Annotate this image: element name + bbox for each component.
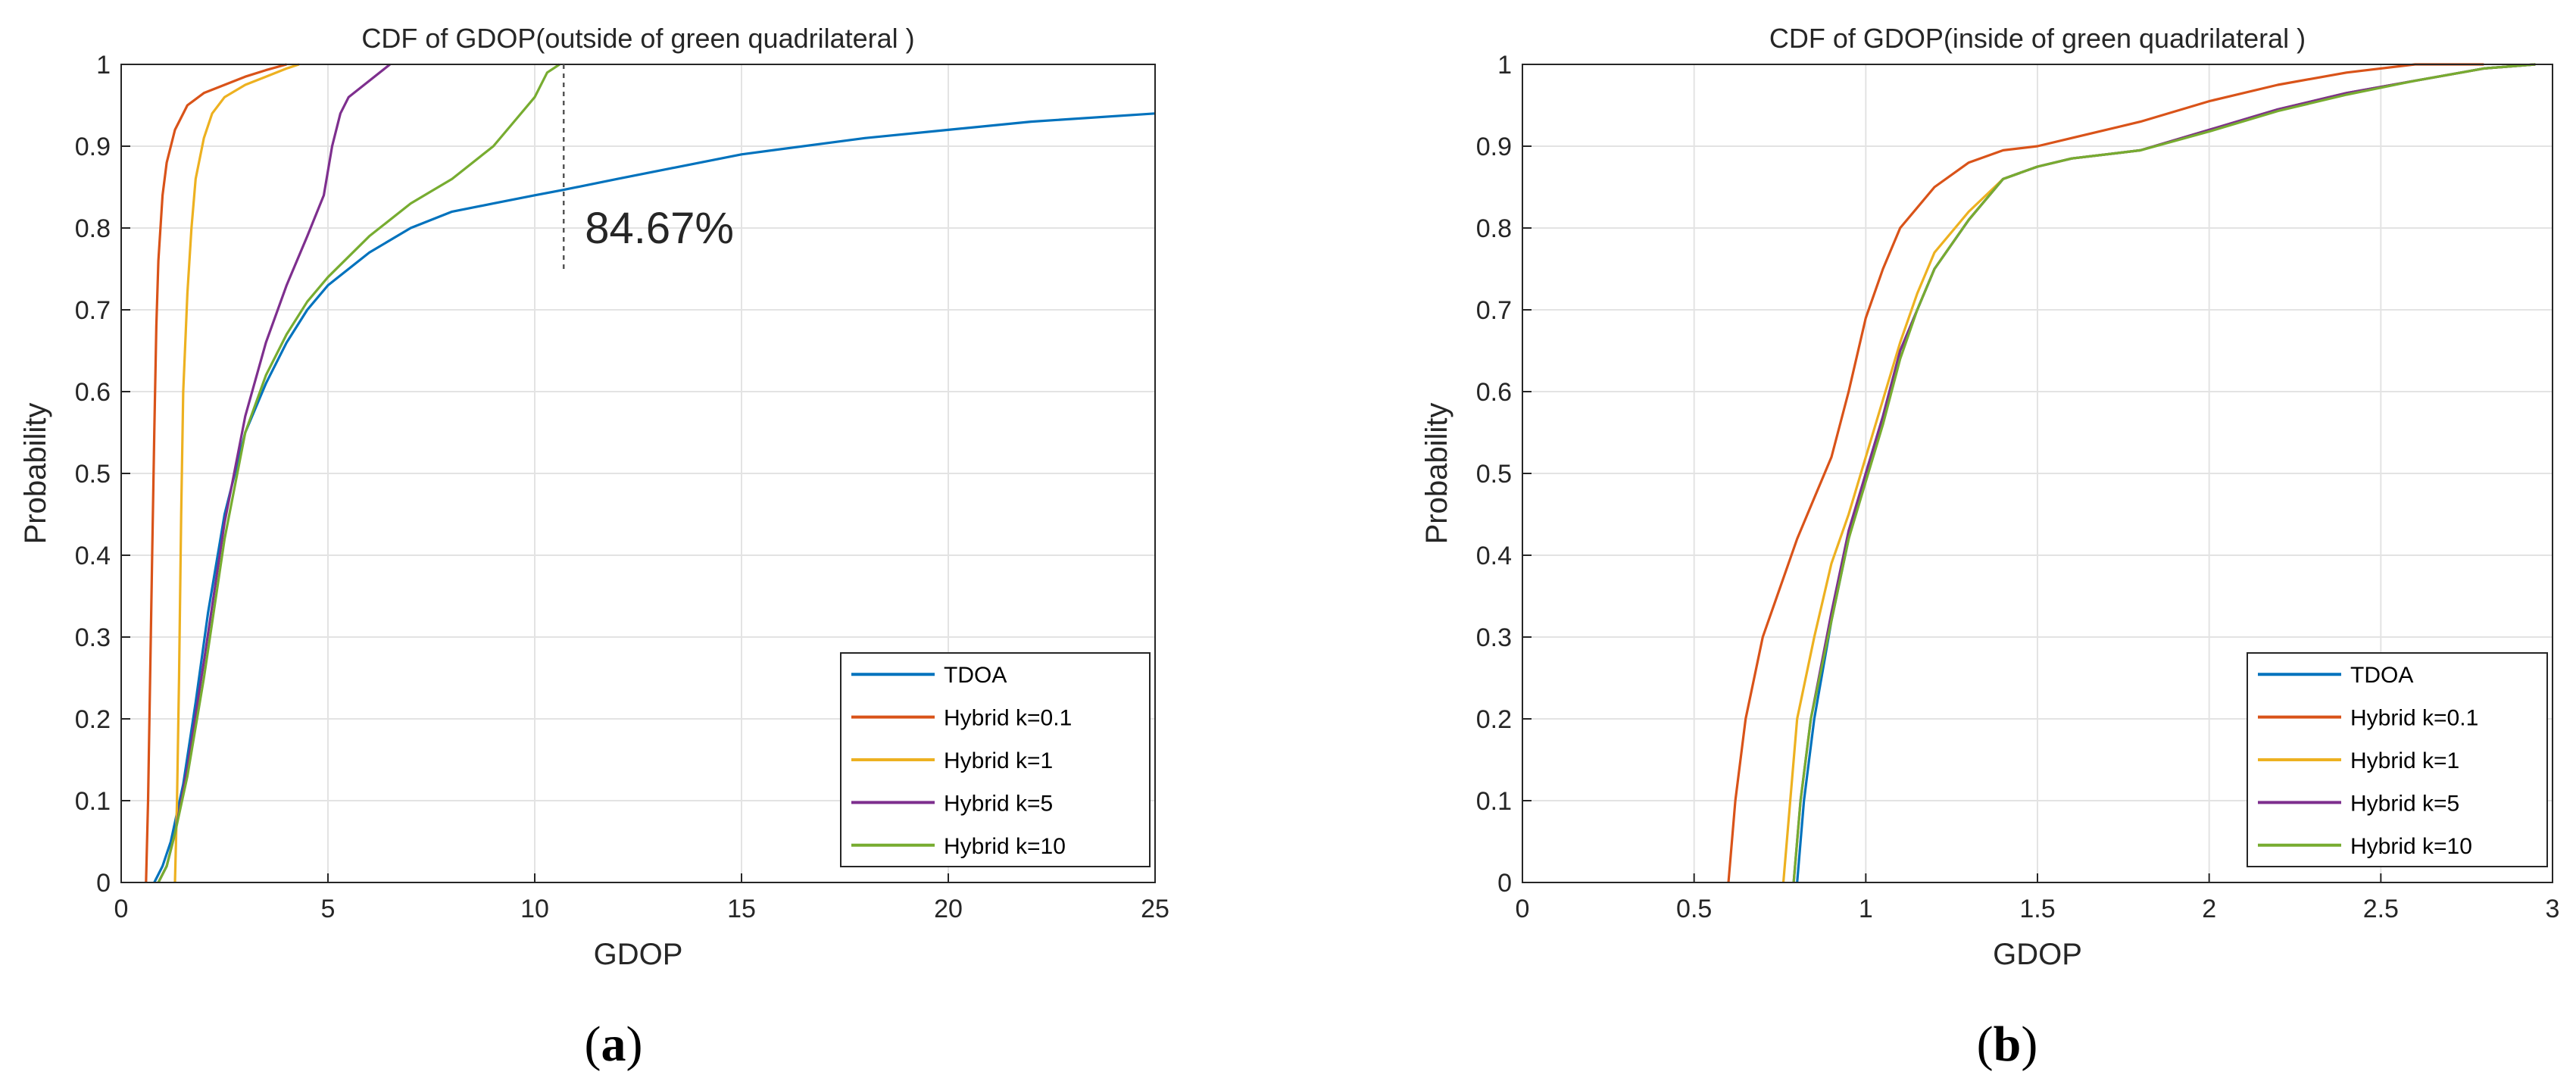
- y-tick-label: 0.4: [75, 542, 111, 570]
- y-tick-label: 0.1: [1476, 787, 1512, 816]
- y-tick-label: 0.6: [1476, 378, 1512, 407]
- x-tick-label: 0.5: [1676, 895, 1712, 923]
- y-tick-label: 0: [96, 869, 111, 898]
- chart-title: CDF of GDOP(inside of green quadrilatera…: [1769, 23, 2306, 54]
- legend-entry: Hybrid k=0.1: [2350, 706, 2478, 731]
- x-tick-label: 2: [2202, 895, 2216, 923]
- legend-entry: Hybrid k=1: [2350, 748, 2459, 773]
- y-tick-label: 0.8: [1476, 214, 1512, 243]
- legend-entry: Hybrid k=10: [944, 834, 1066, 859]
- y-tick-label: 0.2: [75, 705, 111, 734]
- legend-entry: Hybrid k=5: [944, 791, 1053, 816]
- y-tick-label: 0.7: [75, 296, 111, 325]
- x-tick-label: 1: [1859, 895, 1873, 923]
- x-tick-label: 10: [520, 895, 549, 923]
- panel-label: (b): [1977, 1017, 2038, 1072]
- series-line-hybrid-k-0-1: [145, 63, 287, 883]
- x-tick-label: 25: [1141, 895, 1169, 923]
- y-tick-label: 0.3: [1476, 623, 1512, 652]
- y-tick-label: 0.5: [75, 460, 111, 489]
- y-tick-label: 1: [96, 51, 111, 80]
- y-tick-label: 0.1: [75, 787, 111, 816]
- legend-entry: Hybrid k=5: [2350, 791, 2459, 816]
- series-line-hybrid-k-10: [157, 63, 560, 883]
- y-tick-label: 0.8: [75, 214, 111, 243]
- x-tick-label: 2.5: [2363, 895, 2399, 923]
- x-tick-label: 0: [114, 895, 129, 923]
- panel-label: (a): [585, 1017, 643, 1072]
- y-tick-label: 0.9: [75, 133, 111, 161]
- y-tick-label: 0.2: [1476, 705, 1512, 734]
- chart-b: 0 0.5 1 1.5 2 2.5 3 0 0.1 0.2 0.3 0.4 0.5 0.6 0.7 0.8 0.…: [1420, 23, 2559, 1072]
- chart-a: 0 5 10 15 20 25 0 0.1 0.2 0.3 0.4 0.5 0.6 0.7 0.8 0.9 1 C…: [19, 23, 1169, 1072]
- annotation-label: 84.67%: [585, 204, 734, 253]
- x-tick-label: 0: [1516, 895, 1530, 923]
- legend-entry: TDOA: [2350, 663, 2413, 688]
- y-tick-label: 0.6: [75, 378, 111, 407]
- x-tick-label: 15: [727, 895, 756, 923]
- series-line-tdoa: [153, 112, 1156, 883]
- y-tick-label: 0.5: [1476, 460, 1512, 489]
- chart-title: CDF of GDOP(outside of green quadrilater…: [361, 23, 914, 54]
- x-tick-label: 1.5: [2019, 895, 2055, 923]
- x-tick-label: 20: [934, 895, 963, 923]
- series-line-hybrid-k-1: [173, 63, 300, 883]
- series-line-hybrid-k-0-1: [1727, 63, 2484, 883]
- x-axis-label: GDOP: [1993, 938, 2082, 971]
- legend-entry: Hybrid k=0.1: [944, 706, 1072, 731]
- series-line-hybrid-k-10: [1792, 63, 2536, 883]
- x-tick-label: 3: [2546, 895, 2560, 923]
- y-tick-label: 0: [1497, 869, 1512, 898]
- legend-entry: Hybrid k=1: [944, 748, 1053, 773]
- y-axis-label: Probability: [1420, 403, 1453, 545]
- y-tick-label: 0.9: [1476, 133, 1512, 161]
- x-axis-label: GDOP: [594, 938, 683, 971]
- y-axis-label: Probability: [19, 403, 52, 545]
- y-tick-label: 0.4: [1476, 542, 1512, 570]
- y-tick-label: 1: [1497, 51, 1512, 80]
- legend-entry: Hybrid k=10: [2350, 834, 2472, 859]
- legend-entry: TDOA: [944, 663, 1007, 688]
- x-tick-label: 5: [321, 895, 336, 923]
- y-tick-label: 0.3: [75, 623, 111, 652]
- y-tick-label: 0.7: [1476, 296, 1512, 325]
